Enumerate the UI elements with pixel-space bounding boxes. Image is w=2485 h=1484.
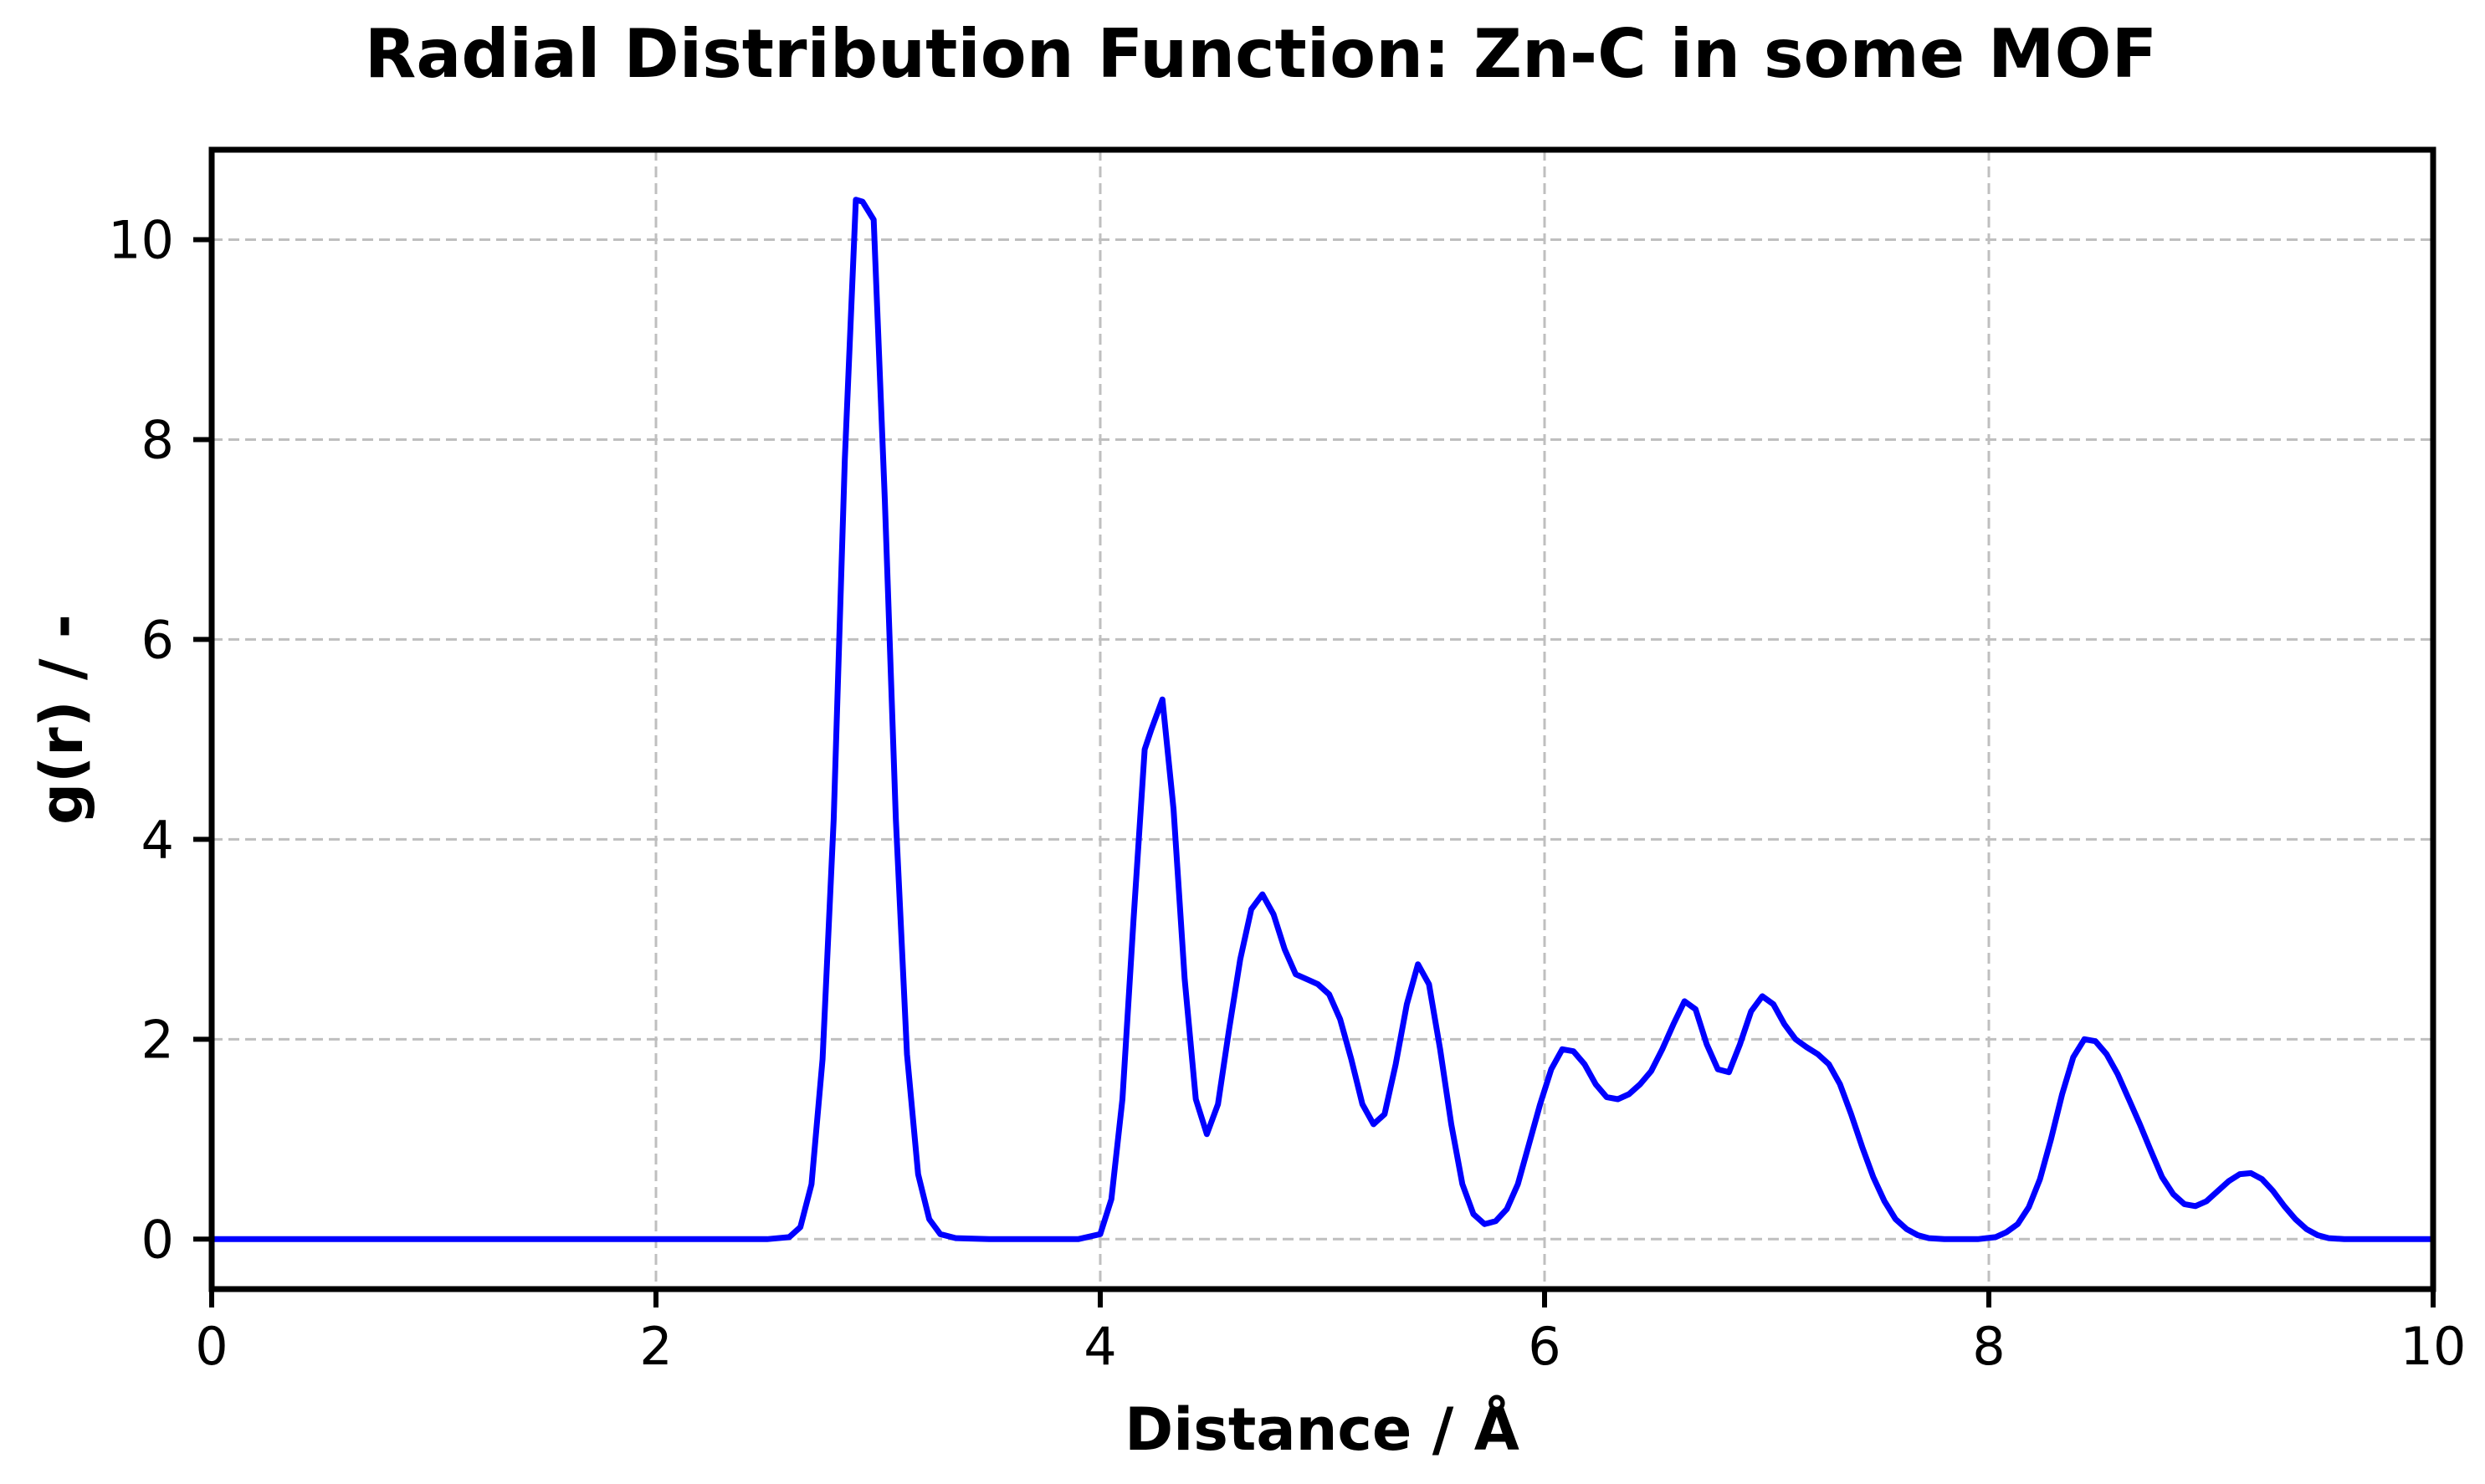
plot-area bbox=[212, 197, 2433, 1242]
x-tick-label: 10 bbox=[2400, 1316, 2467, 1377]
x-tick-label: 2 bbox=[639, 1316, 672, 1377]
y-tick-label: 6 bbox=[141, 609, 174, 670]
y-tick-label: 0 bbox=[141, 1209, 174, 1270]
axis-ticks: 0 2 4 6 8 10 0 2 4 6 8 10 bbox=[108, 210, 2466, 1377]
y-axis-label: g(r) / - bbox=[28, 614, 96, 825]
x-tick-label: 4 bbox=[1084, 1316, 1116, 1377]
y-tick-label: 8 bbox=[141, 409, 174, 470]
y-tick-label: 10 bbox=[108, 210, 174, 271]
x-axis-label: Distance / Å bbox=[1125, 1395, 1519, 1464]
x-tick-label: 6 bbox=[1528, 1316, 1560, 1377]
x-tick-label: 0 bbox=[195, 1316, 228, 1377]
chart-title: Radial Distribution Function: Zn-C in so… bbox=[365, 15, 2157, 93]
series-line-0 bbox=[212, 197, 2433, 1242]
y-tick-label: 2 bbox=[141, 1009, 174, 1070]
x-tick-label: 8 bbox=[1972, 1316, 2005, 1377]
y-tick-label: 4 bbox=[141, 809, 174, 870]
plot-frame bbox=[208, 146, 2436, 1292]
grid bbox=[212, 150, 2433, 1289]
